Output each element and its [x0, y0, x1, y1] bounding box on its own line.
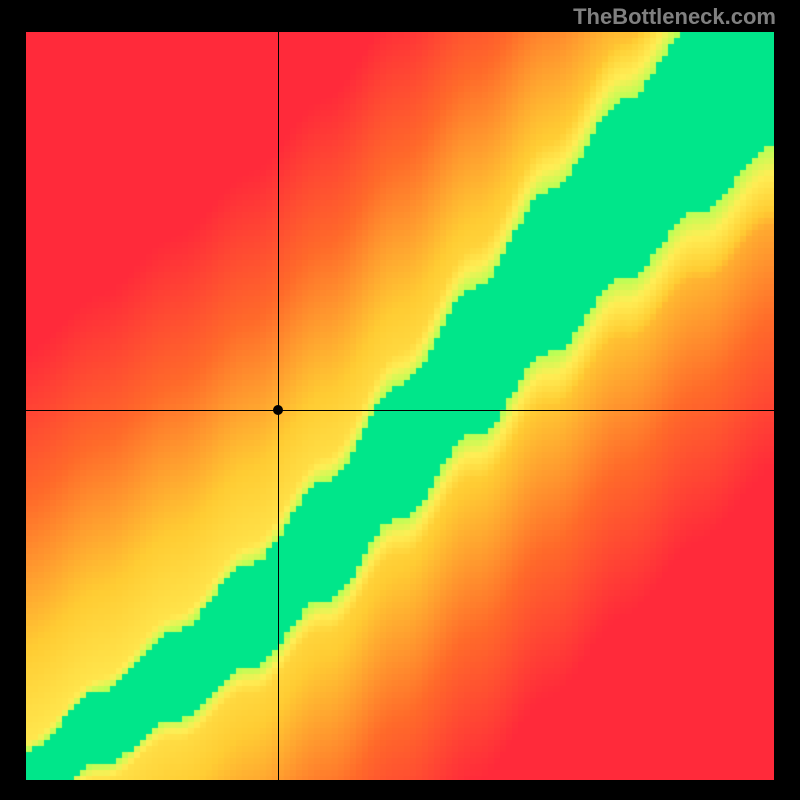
watermark-text: TheBottleneck.com: [573, 4, 776, 30]
plot-area: [26, 32, 774, 780]
figure-container: TheBottleneck.com: [0, 0, 800, 800]
heatmap-canvas: [26, 32, 774, 780]
crosshair-horizontal: [26, 410, 774, 411]
crosshair-marker-dot: [273, 405, 283, 415]
